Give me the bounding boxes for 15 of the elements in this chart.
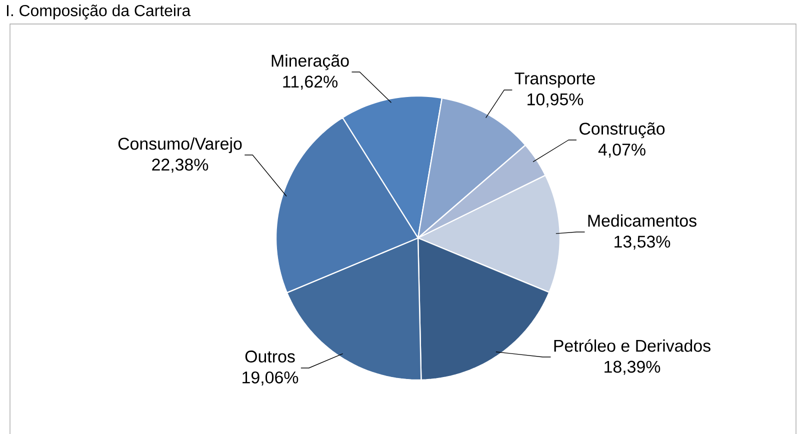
data-label: 13,53% bbox=[614, 236, 670, 250]
data-label: 4,07% bbox=[598, 143, 646, 158]
slice-label: Consumo/Varejo bbox=[118, 137, 242, 153]
data-label: 11,62% bbox=[283, 76, 338, 90]
slice-label: Construção bbox=[580, 122, 665, 138]
slice-label: Outros bbox=[245, 350, 295, 362]
data-label: 10,95% bbox=[528, 93, 584, 108]
data-label: 18,39% bbox=[604, 360, 660, 375]
data-label: 19,06% bbox=[242, 371, 298, 386]
slice-label: Mineração bbox=[272, 54, 349, 70]
slice-label: Petróleo e Derivados bbox=[554, 339, 710, 352]
data-label: 22,38% bbox=[152, 158, 208, 173]
chart-title: I. Composição da Carteira bbox=[6, 4, 191, 20]
slice-label: Medicamentos bbox=[588, 214, 696, 227]
slice-label: Transporte bbox=[514, 72, 595, 88]
